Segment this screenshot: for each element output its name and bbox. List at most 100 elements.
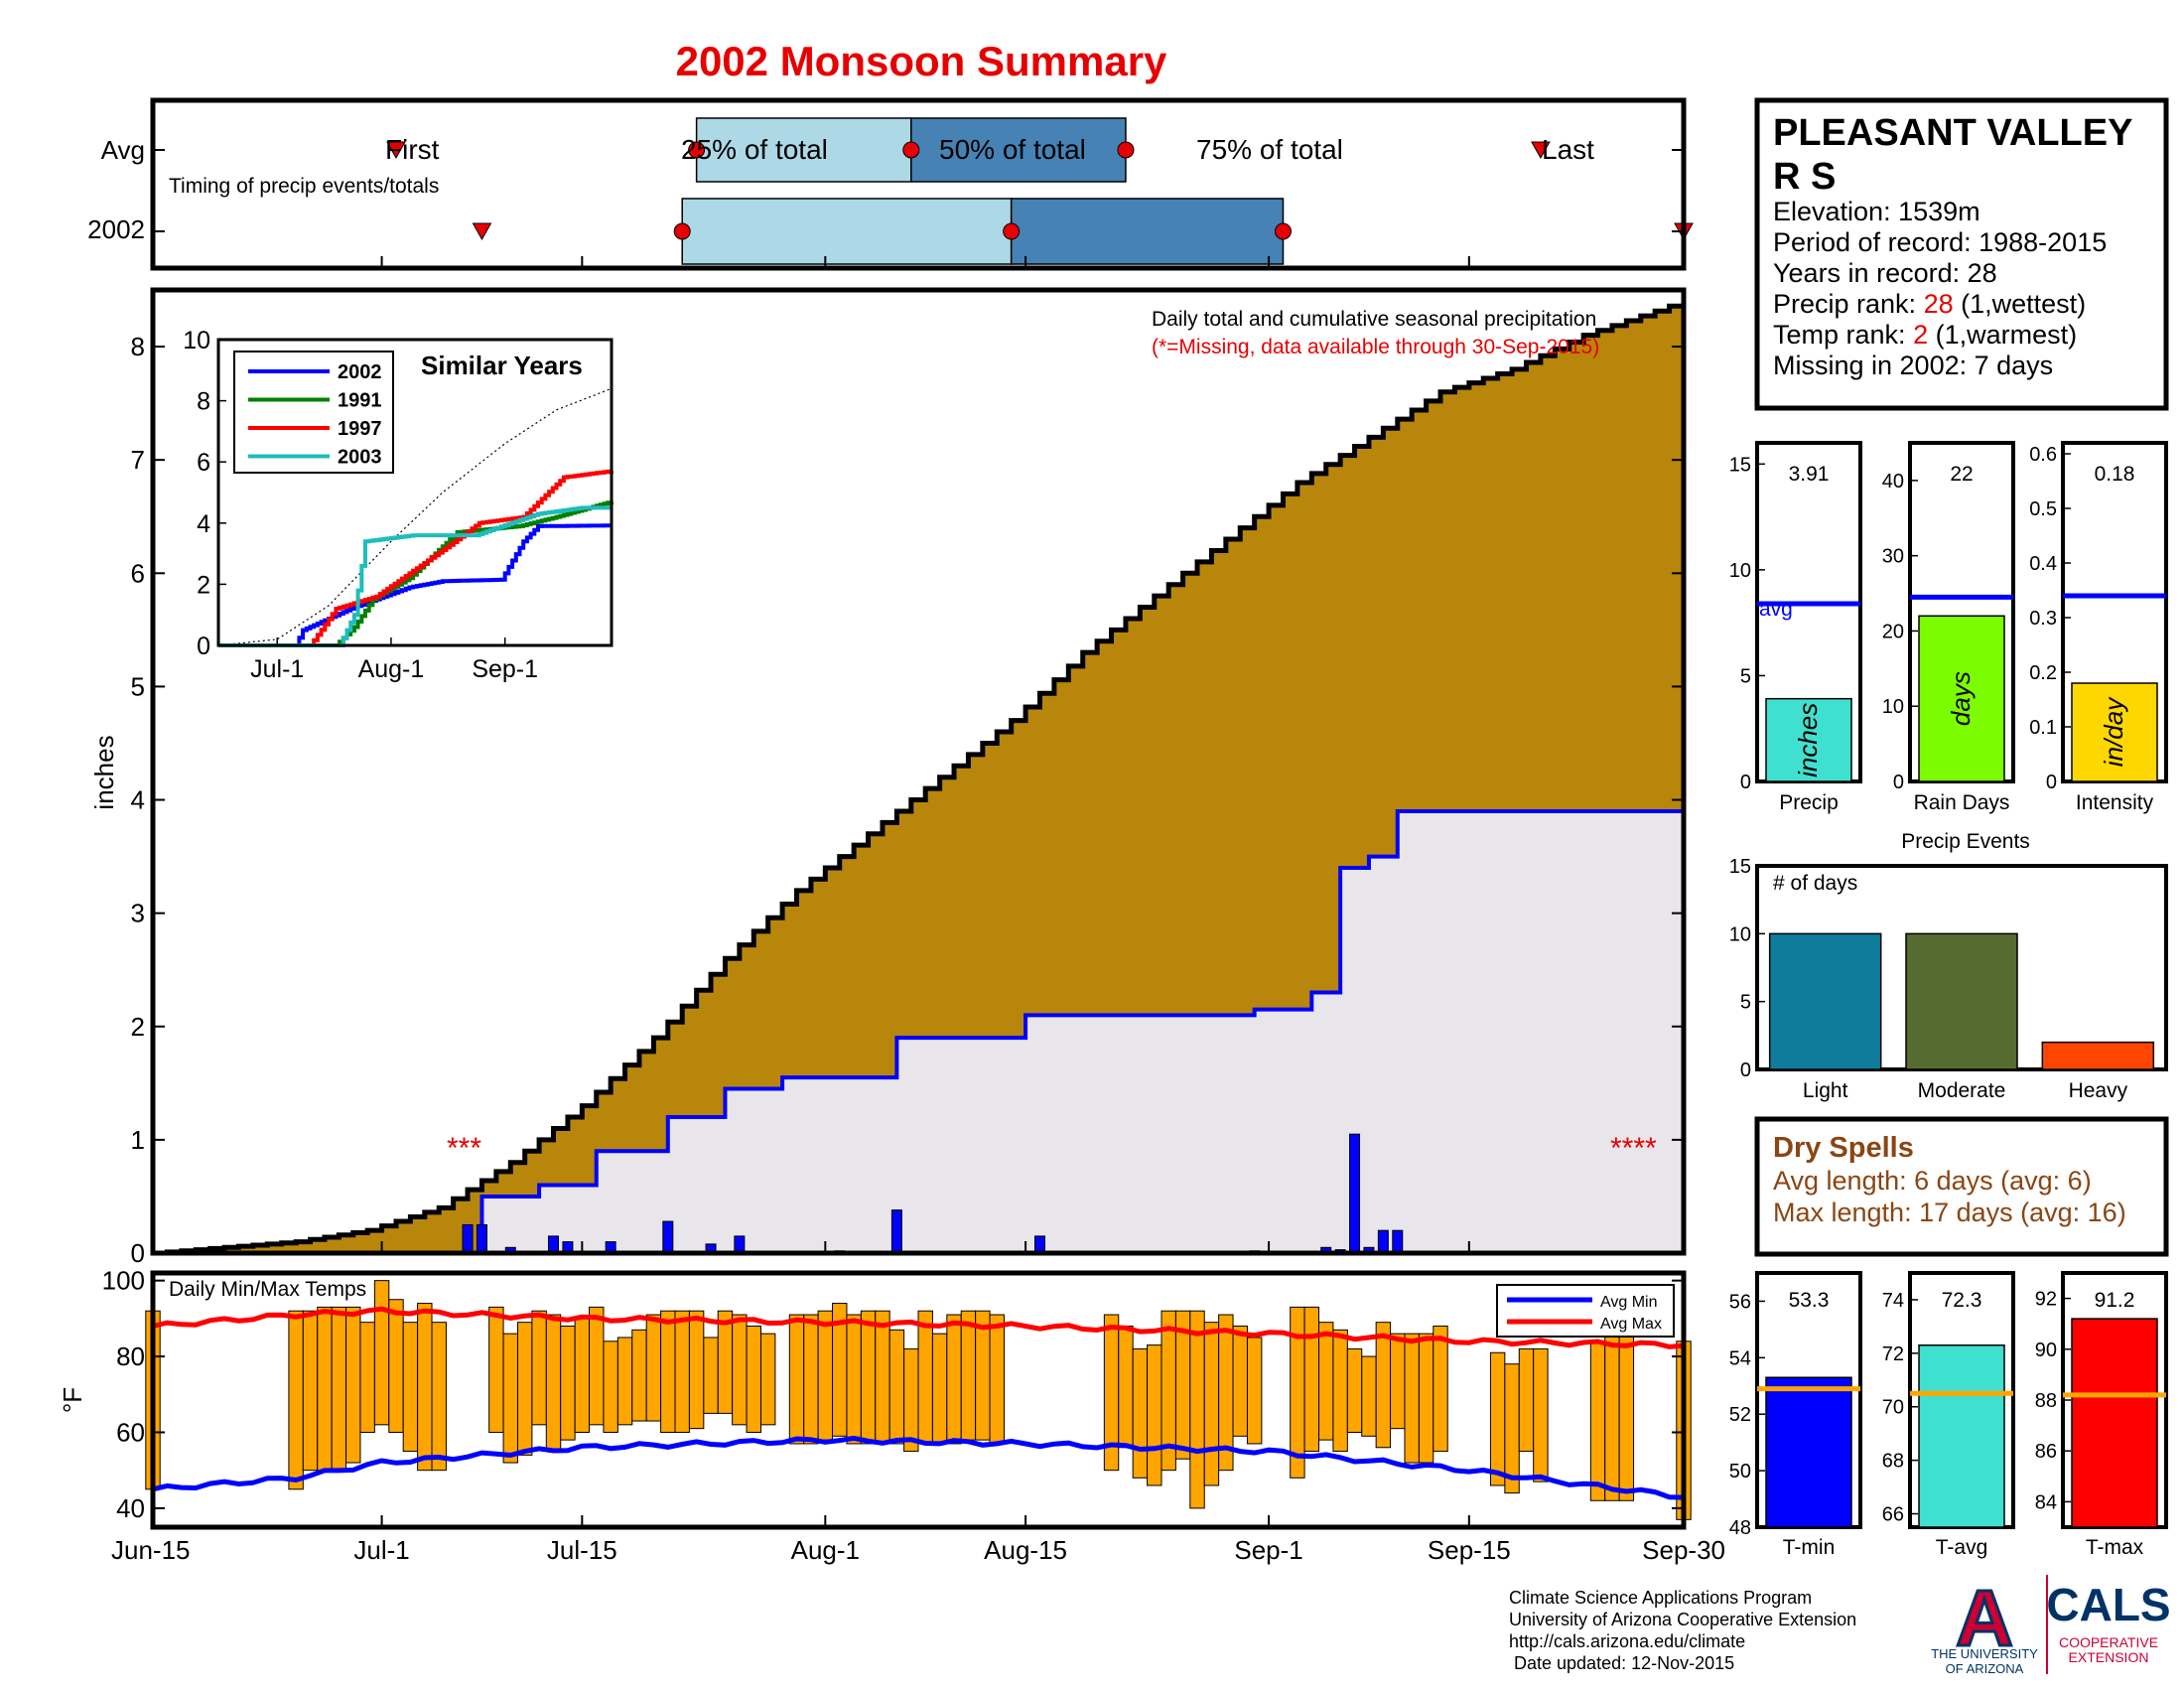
daily-precip-bar — [476, 1223, 487, 1254]
temp-range-bar — [1232, 1325, 1248, 1437]
station-frame — [1754, 97, 2169, 411]
station-missing: Missing in 2002: 7 days — [1773, 351, 2053, 380]
temp-range-bar — [560, 1325, 576, 1441]
station-elevation: Elevation: 1539m — [1773, 197, 1980, 226]
inset-line-2002 — [218, 523, 612, 647]
temp-summary-y-tick-label: 92 — [2035, 1289, 2057, 1311]
main-y-tick-label: 8 — [131, 332, 145, 361]
temp-range-bar — [903, 1347, 919, 1453]
inset-y-tick-label: 6 — [197, 449, 210, 477]
ua-logo-text2: OF ARIZONA — [1946, 1661, 2024, 1676]
events-y-tick-label: 15 — [1729, 856, 1751, 878]
timing-label-q25: 25% of total — [681, 134, 828, 165]
temp-range-bar — [1589, 1340, 1606, 1501]
dry-spells-max: Max length: 17 days (avg: 16) — [1773, 1198, 2126, 1227]
temp-range-bar — [1332, 1329, 1348, 1453]
temp-y-tick-label: 100 — [102, 1266, 145, 1296]
events-y-tick-label: 5 — [1740, 992, 1751, 1014]
summary-y-tick-label: 0 — [1893, 772, 1904, 793]
events-category-label: Light — [1803, 1079, 1848, 1102]
events-bar-heavy — [2041, 1041, 2155, 1070]
inset-y-tick-label: 10 — [183, 327, 210, 354]
temp-range-bar — [502, 1333, 518, 1464]
timing-avg-marker-first — [386, 141, 406, 160]
temp-summary-bar-t-min — [1765, 1376, 1852, 1528]
temperature-plot: 40 60 80 100 Daily Min/Max Temps °F Avg Min… — [58, 1266, 1692, 1530]
inset-content: 0 2 4 6 8 10 Jul-1 Aug-1 Sep-1 — [183, 327, 614, 683]
timing-avg-marker-last — [1531, 141, 1551, 160]
timing-avg-marker-q75 — [1117, 141, 1135, 159]
summary-label: Rain Days — [1914, 791, 2010, 814]
temp-range-bar — [917, 1310, 933, 1445]
timing-avg-band-q25-q50 — [695, 117, 912, 183]
temp-summary-bar-t-avg — [1918, 1344, 2005, 1528]
temp-range-bar — [688, 1310, 705, 1430]
inset-line-1997 — [218, 469, 614, 647]
summary-unit: in/day — [2099, 696, 2128, 767]
temp-range-bar — [373, 1280, 390, 1426]
main-plot-annotation: Daily total and cumulative seasonal prec… — [1152, 308, 1596, 331]
cals-logo-sub1: COOPERATIVE — [2059, 1634, 2158, 1650]
temp-range-bar — [1118, 1325, 1134, 1449]
date-x-tick-label: Sep-1 — [1234, 1535, 1302, 1565]
events-category-label: Moderate — [1918, 1079, 2006, 1102]
dry-spells-title: Dry Spells — [1773, 1132, 1914, 1164]
date-x-tick-label: Sep-30 — [1642, 1535, 1725, 1565]
avg-cumulative-line — [153, 301, 1687, 1256]
timing-2002-marker-q75 — [1274, 222, 1292, 240]
temp-range-bar — [1147, 1344, 1162, 1486]
temp-summary-y-tick-label: 84 — [2035, 1491, 2057, 1513]
daily-precip-bar — [548, 1235, 560, 1254]
station-temp-rank: Temp rank: 2 (1,warmest) — [1773, 320, 2077, 350]
station-precip-rank: Precip rank: 28 (1,wettest) — [1773, 289, 2086, 319]
summary-y-tick-label: 0 — [1740, 772, 1751, 793]
summary-unit: days — [1946, 671, 1976, 726]
summary-label: Precip — [1779, 791, 1839, 814]
temp-range-bar — [331, 1306, 347, 1472]
inset-y-tick-label: 2 — [197, 571, 210, 599]
timing-2002-marker-q50 — [1003, 222, 1021, 240]
temp-range-bar — [1346, 1347, 1363, 1433]
ua-logo-letter: A — [1956, 1574, 2013, 1662]
temp-range-bar — [1404, 1333, 1420, 1464]
main-plot-ylabel: inches — [89, 735, 119, 809]
events-category-label: Heavy — [2069, 1079, 2128, 1102]
temp-avg-min-line — [152, 1435, 1685, 1500]
timing-content — [153, 117, 1694, 265]
precip-rank-label: Precip rank: — [1773, 289, 1924, 319]
temp-range-bar — [631, 1329, 647, 1422]
timing-avg-band-q50-q75 — [910, 117, 1127, 183]
temp-rank-note: (1,warmest) — [1928, 320, 2077, 350]
missing-marks-sep: **** — [1610, 1132, 1657, 1165]
summary-y-tick-label: 0.6 — [2029, 444, 2057, 466]
temp-summary-y-tick-label: 66 — [1882, 1504, 1904, 1526]
inset-y-tick-label: 0 — [197, 633, 210, 660]
temp-range-bar — [888, 1329, 905, 1445]
events-bar-moderate — [1905, 932, 2018, 1070]
temp-y-tick-label: 40 — [116, 1493, 145, 1523]
station-years: Years in record: 28 — [1773, 258, 1997, 288]
summary-y-tick-label: 30 — [1882, 546, 1904, 568]
dry-spells-frame — [1754, 1116, 2169, 1257]
date-x-tick-label: Jul-15 — [547, 1535, 617, 1565]
temp-plot-title: Daily Min/Max Temps — [169, 1278, 366, 1301]
temp-avg-max-line — [152, 1306, 1685, 1349]
temp-range-bar — [589, 1306, 605, 1426]
temp-legend-box — [1496, 1284, 1675, 1338]
temp-summary-y-tick-label: 90 — [2035, 1340, 2057, 1361]
temp-range-bar — [703, 1337, 719, 1414]
temp-summary-y-tick-label: 50 — [1729, 1461, 1751, 1482]
precip-events-panel: Precip Events Light Moderate Heavy 0 5 10 15 #… — [1729, 830, 2168, 1102]
main-y-tick-label: 1 — [131, 1125, 145, 1155]
cals-logo-text: CALS — [2046, 1579, 2170, 1630]
date-x-tick-label: Jun-15 — [111, 1535, 191, 1565]
summary-bar-intensity — [2071, 682, 2158, 782]
timing-avg-marker-q25 — [688, 141, 706, 159]
timing-2002-marker-q25 — [673, 222, 691, 240]
inset-legend: 2002 1991 1997 2003 — [248, 361, 382, 469]
inset-x-tick-label: Aug-1 — [358, 655, 425, 683]
temp-range-bar — [717, 1310, 734, 1414]
summary-y-tick-label: 0.2 — [2029, 662, 2057, 684]
daily-precip-bar — [462, 1223, 474, 1254]
